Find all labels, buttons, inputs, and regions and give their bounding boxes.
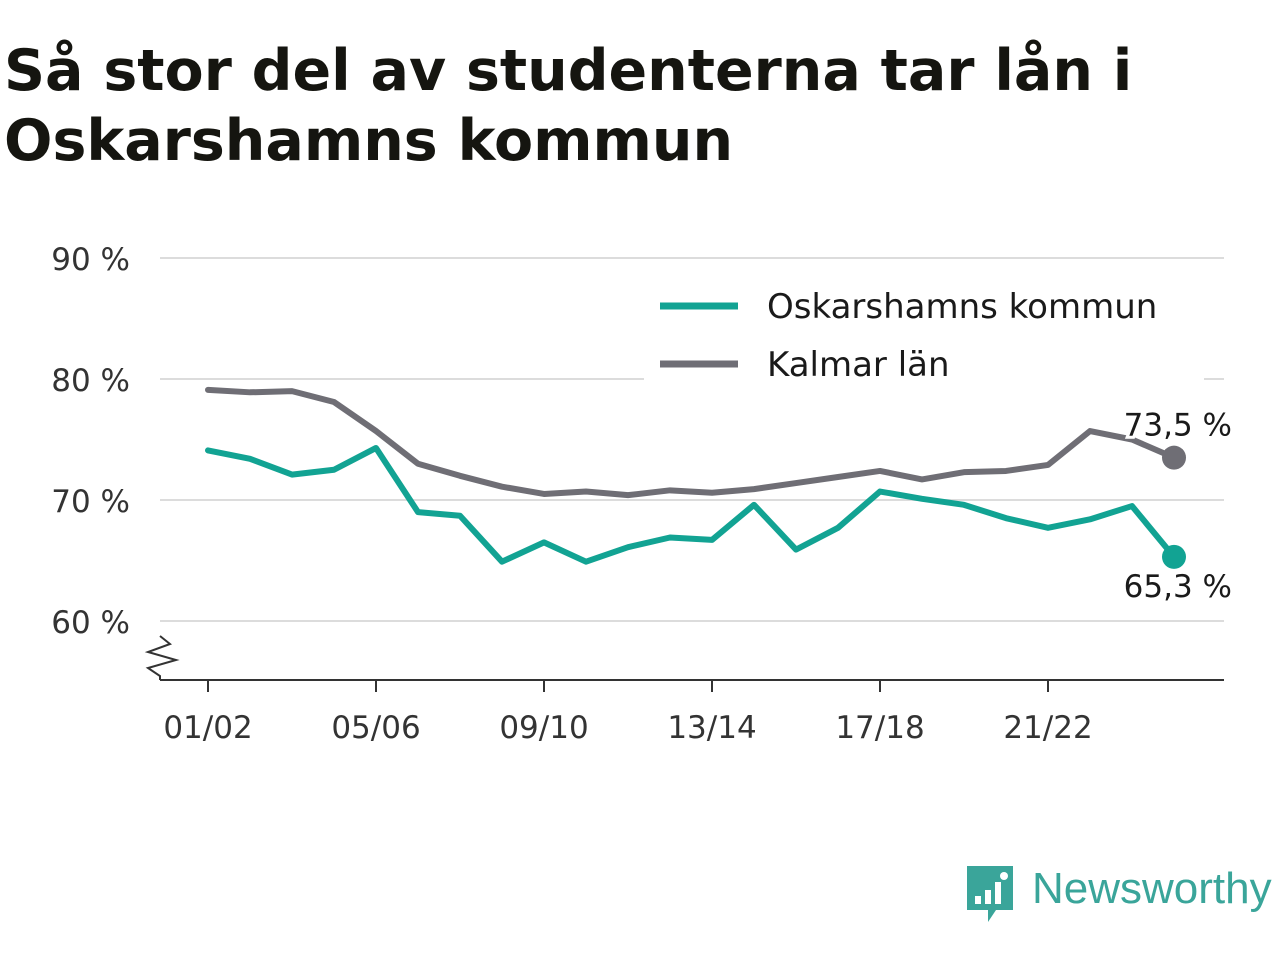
- y-axis-ticks: 60 % 70 % 80 % 90 %: [51, 242, 130, 641]
- newsworthy-logo: Newsworthy: [964, 862, 1280, 932]
- x-tick-label: 05/06: [331, 710, 420, 746]
- y-tick-label: 70 %: [51, 484, 130, 520]
- end-labels: 73,5 % 65,3 %: [1121, 405, 1235, 608]
- x-axis-ticks: 01/02 05/06 09/10 13/14 17/18 21/22: [163, 680, 1093, 746]
- chart-title: Så stor del av studenterna tar lån i Osk…: [4, 38, 1133, 174]
- y-tick-label: 80 %: [51, 363, 130, 399]
- brand-name: Newsworthy: [1032, 864, 1272, 913]
- legend: Oskarshamns kommun Kalmar län: [644, 282, 1204, 385]
- series-end-label: 73,5 %: [1124, 408, 1232, 444]
- axis-break-mark: [144, 635, 180, 680]
- legend-label: Kalmar län: [767, 345, 950, 385]
- series-lines: [205, 386, 1186, 569]
- legend-label: Oskarshamns kommun: [767, 287, 1157, 327]
- series-end-label: 65,3 %: [1124, 569, 1232, 605]
- x-tick-label: 09/10: [499, 710, 588, 746]
- x-tick-label: 13/14: [667, 710, 756, 746]
- x-axis: [144, 635, 1224, 681]
- series-end-point: [1162, 445, 1186, 470]
- series-end-point: [1162, 544, 1186, 569]
- newsworthy-chart-bubble-icon: [967, 866, 1013, 922]
- x-tick-label: 17/18: [835, 710, 924, 746]
- series-line: [205, 444, 1177, 565]
- x-tick-label: 21/22: [1003, 710, 1092, 746]
- y-tick-label: 60 %: [51, 605, 130, 641]
- x-tick-label: 01/02: [163, 710, 252, 746]
- y-tick-label: 90 %: [51, 242, 130, 278]
- series-line: [205, 386, 1177, 499]
